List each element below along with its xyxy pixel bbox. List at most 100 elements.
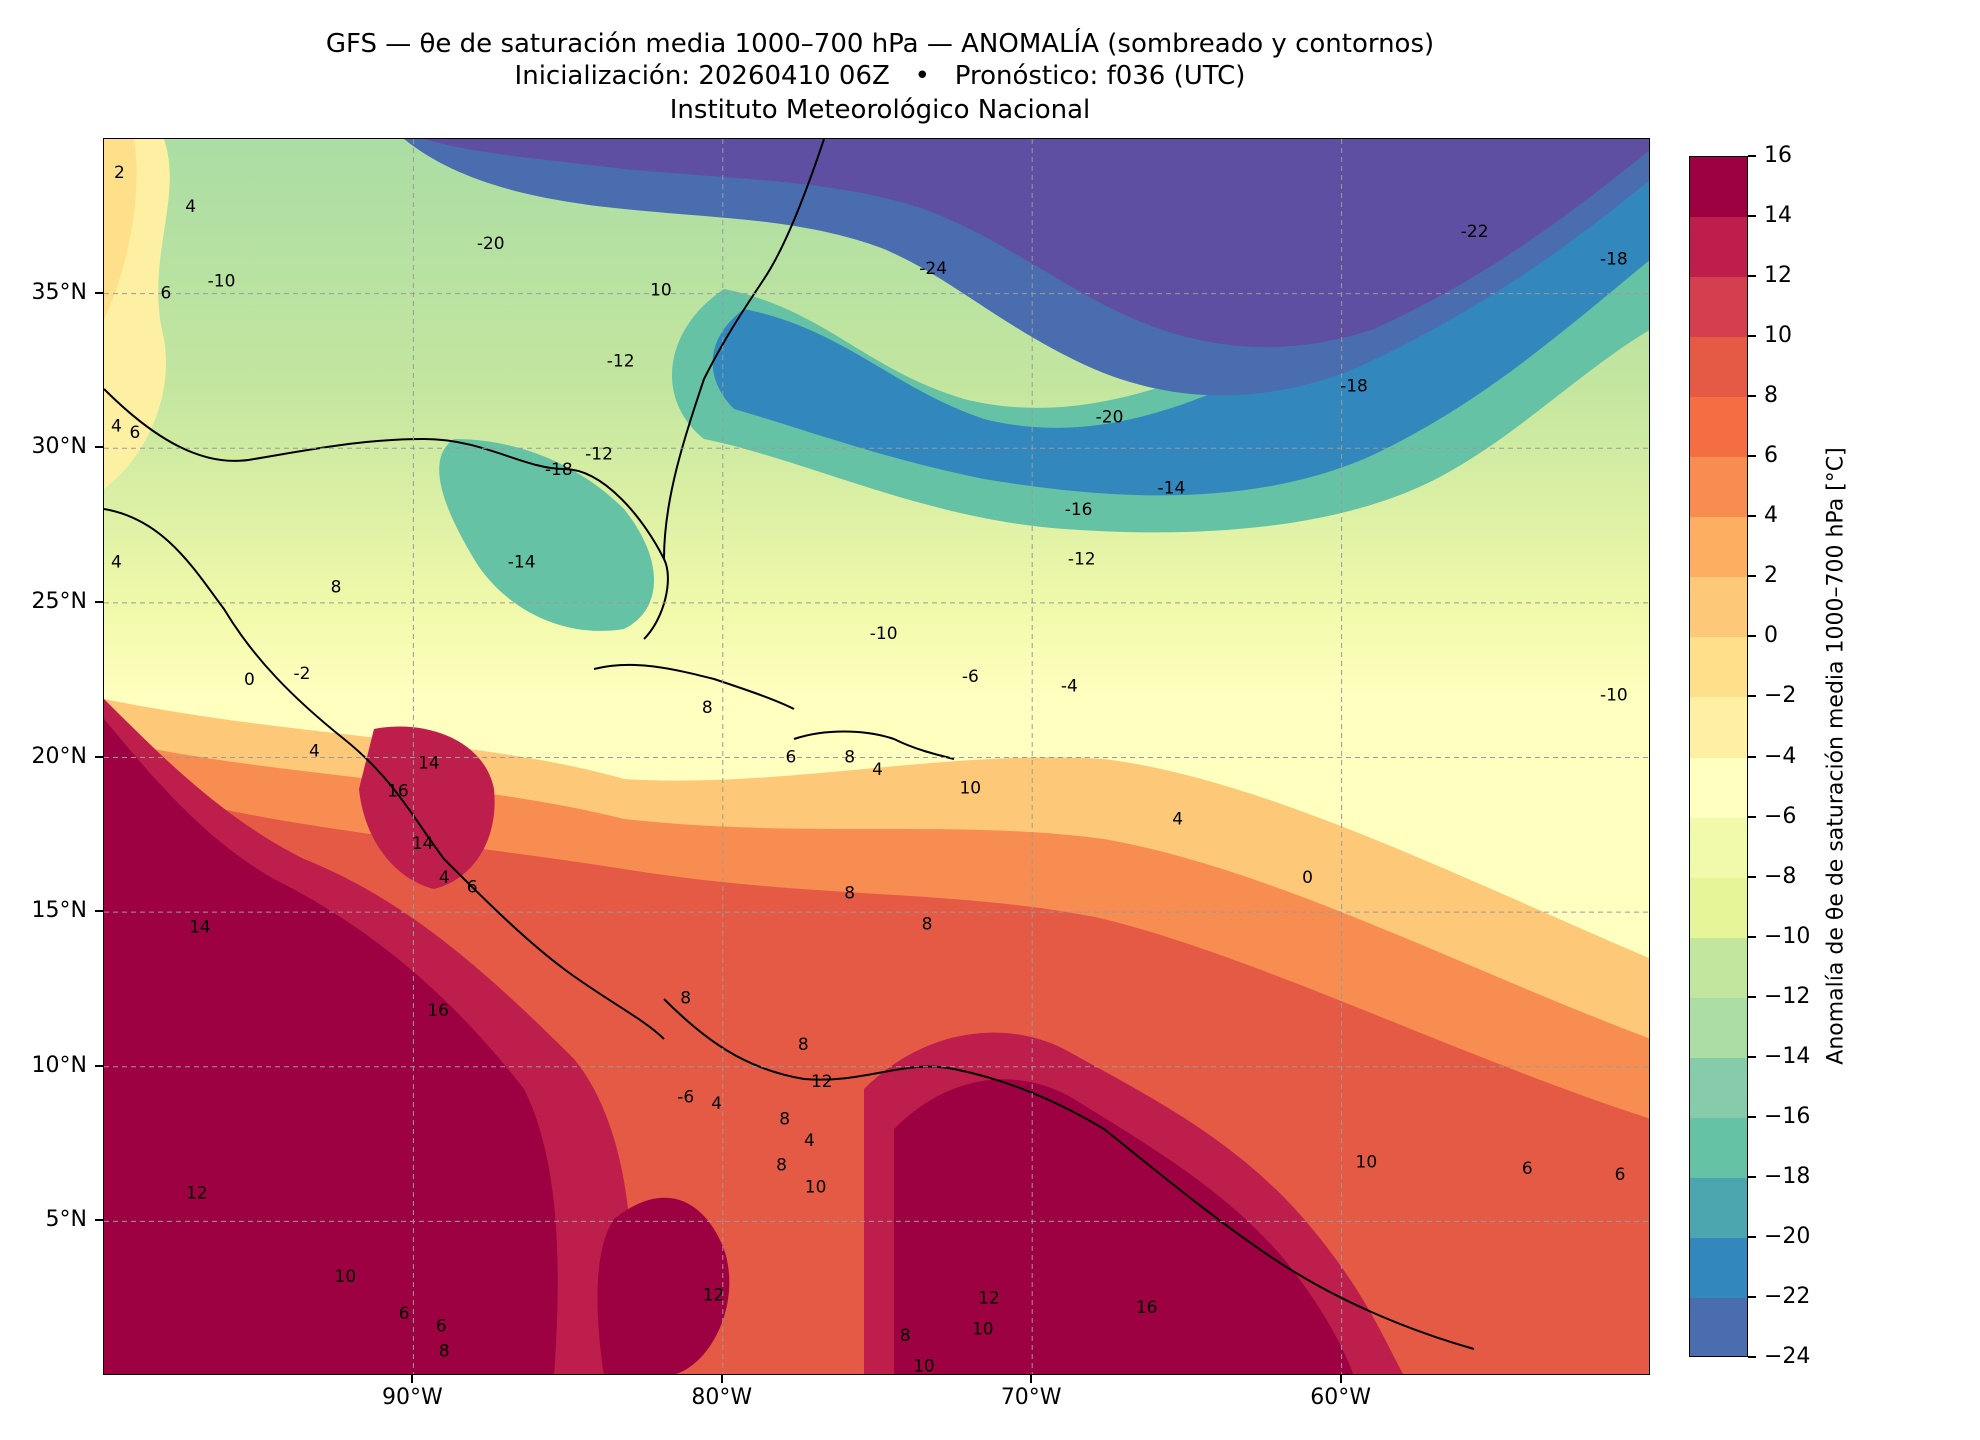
contour-label: 14 bbox=[418, 754, 440, 774]
colorbar-band bbox=[1690, 817, 1747, 879]
us-east-coast bbox=[663, 139, 825, 560]
colorbar-tick-label: −10 bbox=[1764, 923, 1811, 949]
colorbar-tick-label: −14 bbox=[1764, 1043, 1811, 1069]
lat-tick-mark bbox=[95, 291, 103, 294]
colorbar-tick-label: −4 bbox=[1764, 743, 1797, 769]
contour-label: 8 bbox=[439, 1341, 450, 1361]
gulf-cold-area bbox=[439, 439, 654, 631]
colorbar-tick-mark bbox=[1748, 755, 1756, 758]
colorbar-tick-mark bbox=[1748, 335, 1756, 338]
contour-label: 16 bbox=[387, 782, 409, 802]
lat-tick-mark bbox=[95, 1219, 103, 1222]
contour-label: 4 bbox=[439, 868, 450, 888]
contour-label: 4 bbox=[111, 417, 122, 437]
lon-tick-label: 80°W bbox=[691, 1385, 753, 1410]
colorbar-tick-label: −6 bbox=[1764, 803, 1797, 829]
colorbar-band bbox=[1690, 397, 1747, 459]
map-panel: -20 -24 -22 -18 10 -12 -10 6 4 2 -18 -20 -18 -12 -16 -1… bbox=[103, 138, 1650, 1375]
contour-label: 10 bbox=[805, 1177, 827, 1197]
lat-tick-mark bbox=[95, 755, 103, 758]
colorbar-tick-label: −20 bbox=[1764, 1223, 1811, 1249]
colorbar-tick-mark bbox=[1748, 575, 1756, 578]
colorbar-tick-mark bbox=[1748, 1115, 1756, 1118]
colorbar-tick-mark bbox=[1748, 935, 1756, 938]
contour-label: 10 bbox=[650, 281, 672, 301]
contour-label: 6 bbox=[436, 1317, 447, 1337]
contour-label: -16 bbox=[1065, 500, 1093, 520]
contour-label: 4 bbox=[185, 197, 196, 217]
contour-label: -14 bbox=[508, 553, 536, 573]
contour-label: -22 bbox=[1461, 222, 1489, 242]
colorbar-band bbox=[1690, 937, 1747, 999]
cold-band-core bbox=[712, 159, 1649, 496]
contour-label: 6 bbox=[130, 423, 141, 443]
colorbar-tick-label: −16 bbox=[1764, 1103, 1811, 1129]
colorbar-tick-mark bbox=[1748, 815, 1756, 818]
coastlines bbox=[104, 139, 1475, 1350]
lon-tick-mark bbox=[1030, 1375, 1033, 1383]
contour-label: 8 bbox=[776, 1156, 787, 1176]
lon-tick-label: 90°W bbox=[382, 1385, 443, 1410]
contour-label: 4 bbox=[872, 760, 883, 780]
figure-subtitle: Inicialización: 20260410 06Z • Pronóstic… bbox=[514, 61, 1246, 91]
contour-label: 0 bbox=[244, 670, 255, 690]
contour-label: 4 bbox=[711, 1094, 722, 1114]
colorbar-band bbox=[1690, 757, 1747, 819]
contour-label: 6 bbox=[160, 284, 171, 304]
contour-label: 6 bbox=[785, 748, 796, 768]
colorbar-tick-mark bbox=[1748, 1356, 1756, 1358]
colorbar-tick-mark bbox=[1748, 1055, 1756, 1058]
anomaly-map: -20-24-22-1810-12-10642-18-20-18-12-16-1… bbox=[104, 139, 1649, 1375]
contour-label: 6 bbox=[467, 877, 478, 897]
colorbar-band bbox=[1690, 1237, 1747, 1299]
gulf-west-coast bbox=[104, 508, 665, 1040]
yucatan-hot-area bbox=[359, 726, 495, 889]
contour-label: -2 bbox=[294, 664, 311, 684]
contour-label: -12 bbox=[1068, 550, 1096, 570]
contour-label: 6 bbox=[1615, 1165, 1626, 1185]
colorbar-tick-label: 2 bbox=[1764, 563, 1778, 589]
colorbar-band bbox=[1690, 1117, 1747, 1179]
contour-label: -10 bbox=[1600, 686, 1628, 706]
contour-label: 4 bbox=[309, 741, 320, 761]
lat-tick-label: 30°N bbox=[31, 434, 87, 460]
cuba bbox=[593, 663, 795, 710]
south-america-hot-core bbox=[894, 1079, 1354, 1374]
contour-label: 12 bbox=[811, 1072, 833, 1092]
contour-label: 10 bbox=[335, 1267, 357, 1287]
lat-tick-label: 15°N bbox=[31, 898, 87, 924]
south-america-coast bbox=[663, 998, 1475, 1350]
colorbar-band bbox=[1690, 997, 1747, 1059]
colorbar-band bbox=[1690, 577, 1747, 639]
figure-title: GFS — θe de saturación media 1000–700 hP… bbox=[325, 29, 1435, 59]
contour-label: 10 bbox=[913, 1357, 935, 1375]
contour-label: -10 bbox=[870, 624, 898, 644]
contour-label: -14 bbox=[1158, 478, 1186, 498]
hispaniola bbox=[793, 730, 955, 760]
contour-label: -4 bbox=[1061, 676, 1078, 696]
lat-tick-mark bbox=[95, 910, 103, 913]
contour-label: 8 bbox=[844, 748, 855, 768]
colorbar-tick-mark bbox=[1748, 1295, 1756, 1298]
colorbar-tick-mark bbox=[1748, 455, 1756, 458]
colorbar-tick-label: −24 bbox=[1764, 1344, 1811, 1369]
colorbar-tick-label: −2 bbox=[1764, 683, 1797, 709]
colorbar-band bbox=[1690, 457, 1747, 519]
lat-tick-label: 10°N bbox=[31, 1052, 87, 1078]
pacific-hot-core bbox=[104, 719, 558, 1374]
colorbar-band bbox=[1690, 277, 1747, 339]
colorbar-label: Anomalía de θe de saturación media 1000–… bbox=[1823, 447, 1849, 1065]
contour-label: 12 bbox=[186, 1184, 208, 1204]
colorbar-band bbox=[1690, 697, 1747, 759]
contour-label: 16 bbox=[1136, 1298, 1158, 1318]
contour-label: 8 bbox=[900, 1326, 911, 1346]
colorbar-band bbox=[1690, 1297, 1747, 1356]
contour-label: 8 bbox=[844, 884, 855, 904]
lat-tick-label: 35°N bbox=[31, 279, 87, 305]
contour-labels: -20-24-22-1810-12-10642-18-20-18-12-16-1… bbox=[111, 163, 1628, 1375]
contour-label: -12 bbox=[607, 352, 635, 372]
lat-tick-label: 5°N bbox=[45, 1207, 87, 1233]
contour-label: 6 bbox=[1522, 1159, 1533, 1179]
colorbar-tick-label: 6 bbox=[1764, 443, 1778, 469]
